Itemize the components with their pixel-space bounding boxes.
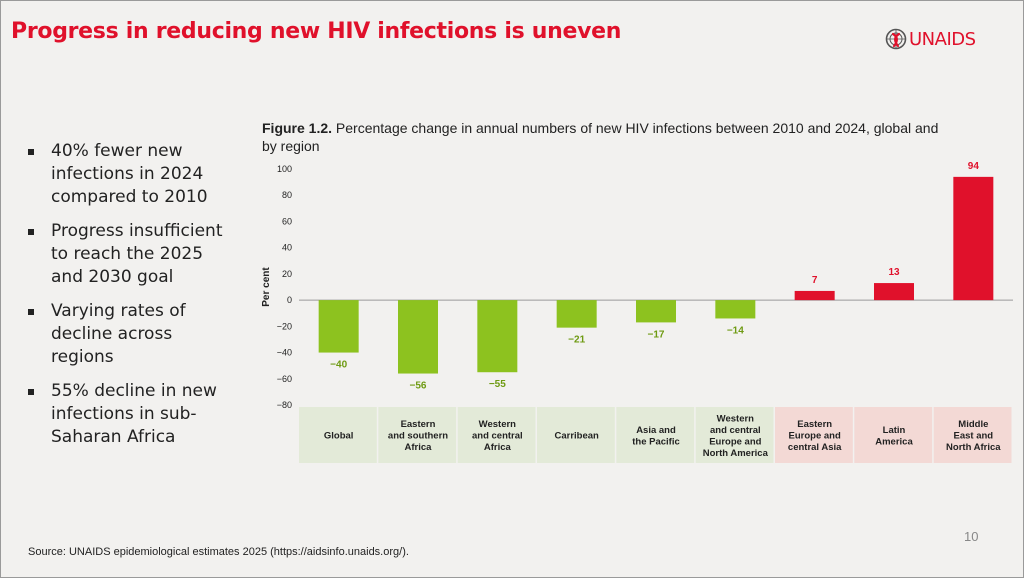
y-tick-label: 60 bbox=[282, 216, 292, 226]
category-label-line: central Asia bbox=[788, 442, 842, 453]
category-label-line: Carribean bbox=[554, 431, 599, 442]
category-label-line: Asia and bbox=[636, 425, 676, 436]
category-label-line: America bbox=[875, 436, 913, 447]
bar bbox=[794, 290, 835, 301]
data-label: −55 bbox=[489, 379, 506, 390]
bar bbox=[318, 300, 359, 353]
category-band bbox=[457, 407, 536, 463]
y-tick-label: 80 bbox=[282, 190, 292, 200]
bar bbox=[636, 300, 676, 323]
category-band bbox=[854, 407, 933, 463]
category-label: Latin America bbox=[875, 425, 913, 448]
category-label-line: the Pacific bbox=[632, 436, 680, 447]
data-label: 94 bbox=[968, 161, 980, 172]
category-label-line: and southern bbox=[388, 431, 448, 442]
key-points-list: 40% fewer new infections in 2024 compare… bbox=[28, 140, 228, 460]
bullet-item: 40% fewer new infections in 2024 compare… bbox=[28, 140, 228, 209]
category-label-line: Africa bbox=[484, 442, 512, 453]
category-label-line: and central bbox=[710, 425, 761, 436]
category-label-line: Eastern bbox=[401, 419, 436, 430]
category-label-line: Eastern bbox=[797, 419, 832, 430]
category-label: Carribean bbox=[554, 431, 599, 442]
category-band bbox=[299, 407, 377, 463]
category-label-line: Western bbox=[717, 413, 755, 424]
bullet-item: Varying rates of decline across regions bbox=[28, 300, 228, 369]
bar bbox=[477, 300, 518, 373]
figure-label: Figure 1.2. bbox=[262, 120, 333, 136]
category-band bbox=[537, 407, 615, 463]
bullet-item: 55% decline in new infections in sub-Sah… bbox=[28, 380, 228, 449]
category-label: Eastern and southern Africa bbox=[388, 419, 448, 453]
category-label-line: Global bbox=[324, 431, 354, 442]
category-label-line: Europe and bbox=[709, 436, 761, 447]
bar bbox=[715, 300, 756, 319]
category-band bbox=[378, 407, 457, 463]
category-label: Asia and the Pacific bbox=[632, 425, 680, 448]
category-label-line: Western bbox=[479, 419, 517, 430]
un-emblem-icon bbox=[885, 28, 907, 50]
data-label: −14 bbox=[727, 325, 744, 336]
data-label: −40 bbox=[330, 360, 347, 371]
category-label-line: Middle bbox=[958, 419, 988, 430]
data-label: 7 bbox=[812, 275, 818, 286]
y-tick-label: −20 bbox=[277, 321, 292, 331]
bullet-item: Progress insufficient to reach the 2025 … bbox=[28, 220, 228, 289]
bar bbox=[556, 300, 597, 328]
page-number: 10 bbox=[964, 529, 979, 544]
category-label-line: Latin bbox=[883, 425, 906, 436]
y-tick-label: 20 bbox=[282, 269, 292, 279]
slide-title: Progress in reducing new HIV infections … bbox=[11, 19, 622, 44]
category-label: Global bbox=[324, 431, 354, 442]
figure-caption-text: Percentage change in annual numbers of n… bbox=[262, 120, 939, 154]
category-label: Western and central Africa bbox=[472, 419, 523, 453]
bar bbox=[874, 283, 914, 301]
source-note: Source: UNAIDS epidemiological estimates… bbox=[28, 546, 409, 558]
category-band bbox=[775, 407, 853, 463]
logo-text: UNAIDS bbox=[909, 28, 976, 50]
y-tick-label: 0 bbox=[287, 295, 292, 305]
category-band bbox=[616, 407, 695, 463]
category-label-line: and central bbox=[472, 431, 523, 442]
category-label: Eastern Europe and central Asia bbox=[788, 419, 842, 453]
unaids-logo: UNAIDS bbox=[885, 28, 976, 50]
figure-caption: Figure 1.2. Percentage change in annual … bbox=[262, 119, 942, 155]
y-tick-label: −40 bbox=[277, 348, 292, 358]
y-tick-label: 100 bbox=[277, 164, 292, 174]
category-label: Middle East and North Africa bbox=[946, 419, 1001, 453]
category-label-line: North Africa bbox=[946, 442, 1001, 453]
category-label-line: Europe and bbox=[789, 431, 841, 442]
category-label-line: East and bbox=[954, 431, 994, 442]
data-label: −21 bbox=[568, 335, 585, 346]
y-tick-label: 40 bbox=[282, 243, 292, 253]
y-tick-label: −60 bbox=[277, 374, 292, 384]
category-label-line: North America bbox=[703, 448, 769, 459]
bar bbox=[398, 300, 438, 374]
bar bbox=[953, 176, 994, 301]
data-label: −56 bbox=[410, 381, 427, 392]
data-label: −17 bbox=[648, 329, 665, 340]
data-label: 13 bbox=[888, 267, 900, 278]
category-band bbox=[933, 407, 1012, 463]
y-axis-label: Per cent bbox=[261, 267, 272, 307]
category-band bbox=[695, 407, 774, 463]
y-tick-label: −80 bbox=[277, 400, 292, 410]
category-label-line: Africa bbox=[405, 442, 433, 453]
category-label: Western and central Europe and North Americ… bbox=[703, 413, 769, 459]
